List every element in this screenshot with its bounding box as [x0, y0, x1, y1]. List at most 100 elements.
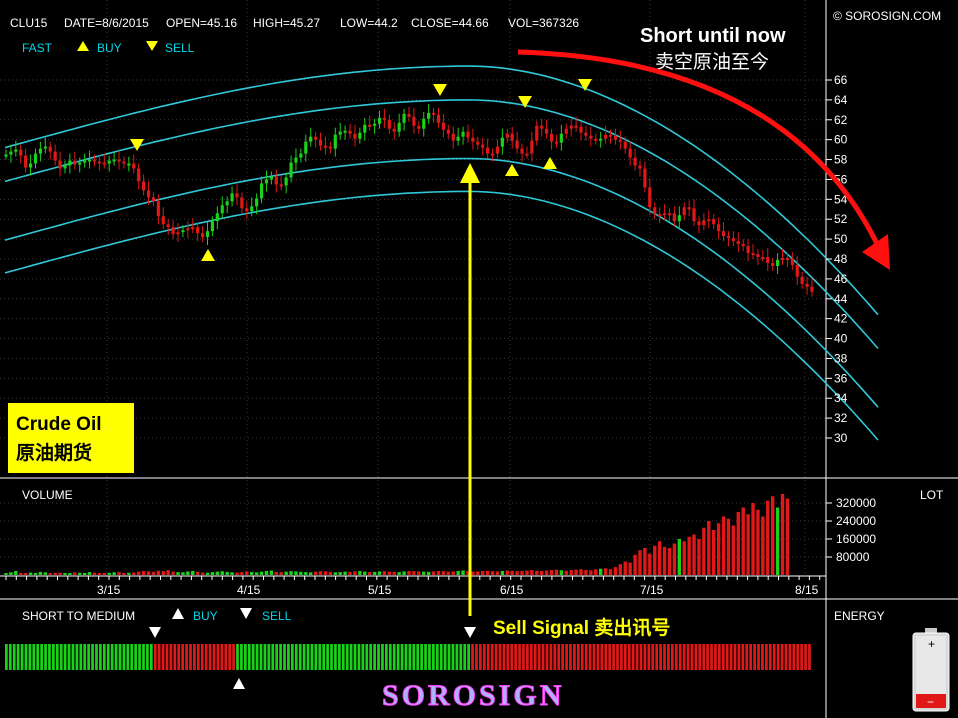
- candle-body: [407, 113, 411, 117]
- energy-bar: [596, 644, 600, 670]
- volume-bar: [102, 573, 106, 575]
- volume-bar: [662, 546, 667, 575]
- volume-bar: [456, 570, 460, 575]
- sell-signal-marker: [130, 139, 144, 151]
- copyright-label: © SOROSIGN.COM: [833, 9, 941, 23]
- volume-bar: [594, 569, 598, 575]
- energy-bar: [314, 644, 318, 670]
- candle-body: [648, 187, 652, 208]
- energy-bar: [388, 644, 392, 670]
- short-to-medium-label: SHORT TO MEDIUM: [22, 609, 135, 623]
- energy-bar: [526, 644, 529, 670]
- energy-bar: [52, 644, 55, 670]
- volume-bar: [122, 572, 126, 575]
- volume-bar: [653, 545, 657, 575]
- candle-body: [358, 132, 362, 139]
- energy-bar: [157, 644, 161, 670]
- volume-bar: [481, 570, 485, 575]
- candle-body: [171, 227, 175, 235]
- energy-bar: [369, 644, 373, 670]
- candle-body: [500, 137, 504, 147]
- candle-body: [309, 136, 313, 142]
- energy-bar: [553, 644, 557, 670]
- volume-bar: [667, 548, 672, 575]
- candle-body: [471, 137, 475, 142]
- volume-bar: [338, 572, 342, 575]
- energy-bar: [87, 644, 91, 670]
- volume-bar: [220, 571, 224, 575]
- candle-body: [102, 162, 106, 165]
- candle-body: [392, 128, 396, 132]
- crude-oil-label: Crude Oil: [16, 414, 102, 435]
- channel-band-2: [4, 99, 879, 350]
- price-tick-label: 50: [834, 232, 848, 246]
- volume-tick-label: 80000: [836, 550, 870, 564]
- volume-bar: [367, 572, 372, 575]
- volume-bar: [554, 569, 559, 575]
- candle-body: [304, 141, 308, 154]
- energy-bar: [345, 644, 349, 670]
- energy-bar: [796, 644, 800, 670]
- energy-bar: [808, 644, 811, 670]
- candle-body: [515, 140, 519, 149]
- volume-bar: [525, 570, 529, 575]
- energy-bar: [306, 644, 310, 670]
- energy-bar: [396, 644, 400, 670]
- candle-body: [427, 112, 431, 119]
- volume-bar: [9, 572, 13, 575]
- volume-bar: [692, 534, 696, 575]
- energy-bar: [682, 644, 686, 670]
- energy-bar: [298, 644, 302, 670]
- energy-bar: [322, 644, 326, 670]
- volume-bars: [4, 494, 790, 575]
- energy-bar: [439, 644, 443, 670]
- volume-bar: [397, 572, 401, 575]
- date-label: DATE=8/6/2015: [64, 16, 149, 30]
- energy-bar: [537, 644, 541, 670]
- candle-body: [790, 259, 794, 265]
- candle-body: [486, 147, 490, 154]
- volume-bar: [417, 571, 421, 575]
- energy-bar: [28, 644, 32, 670]
- energy-bar: [99, 644, 102, 670]
- energy-bar: [181, 644, 185, 670]
- candle-body: [259, 183, 264, 199]
- date-tick-label: 5/15: [368, 583, 392, 597]
- price-tick-label: 42: [834, 312, 848, 326]
- volume-bar: [23, 572, 28, 575]
- candle-body: [343, 130, 347, 133]
- volume-bar: [294, 571, 298, 575]
- candle-body: [751, 253, 755, 256]
- energy-bar: [490, 644, 494, 670]
- energy-bar: [604, 644, 608, 670]
- energy-bar: [479, 644, 482, 670]
- volume-bar: [171, 571, 175, 575]
- energy-bar: [48, 644, 51, 670]
- fast-label: FAST: [22, 41, 53, 55]
- candle-body: [73, 160, 77, 165]
- candle-body: [810, 286, 814, 292]
- volume-bar: [254, 572, 259, 575]
- volume-bar: [687, 536, 691, 575]
- open-label: OPEN=45.16: [166, 16, 237, 30]
- volume-bar: [186, 571, 190, 575]
- energy-bar: [635, 644, 639, 670]
- energy-bar: [502, 644, 506, 670]
- symbol-label: CLU15: [10, 16, 48, 30]
- volume-bar: [485, 570, 490, 575]
- energy-bar: [247, 644, 251, 670]
- candle-body: [161, 216, 165, 225]
- date-tick-label: 6/15: [500, 583, 524, 597]
- candle-body: [112, 159, 116, 162]
- energy-bar: [651, 644, 655, 670]
- energy-bar: [623, 644, 627, 670]
- volume-bar: [643, 548, 647, 575]
- volume-bar: [92, 572, 97, 575]
- energy-bar: [208, 644, 212, 670]
- price-tick-label: 58: [834, 153, 848, 167]
- candle-body: [702, 220, 706, 226]
- energy-bar: [533, 644, 537, 670]
- candle-body: [481, 144, 485, 148]
- price-tick-label: 36: [834, 371, 848, 385]
- energy-bar: [377, 644, 380, 670]
